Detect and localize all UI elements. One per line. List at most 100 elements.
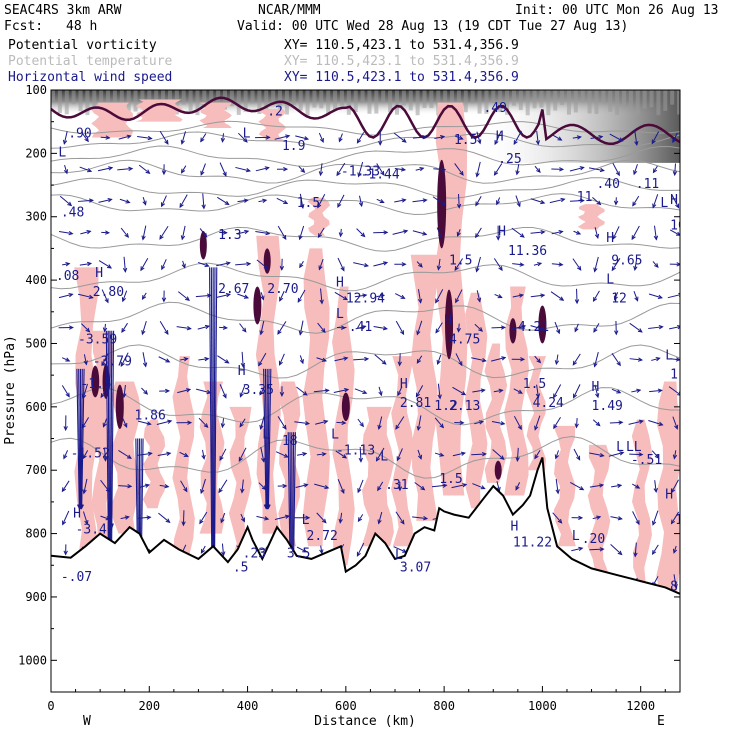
wind-arrow bbox=[196, 388, 211, 394]
stratosphere-streak bbox=[119, 90, 124, 107]
stratosphere-streak bbox=[525, 90, 530, 116]
wind-arrowhead bbox=[442, 483, 448, 488]
wind-arrowhead bbox=[611, 266, 616, 272]
wind-arrowhead bbox=[161, 170, 167, 176]
wind-arrow bbox=[295, 135, 309, 140]
wind-arrow bbox=[530, 231, 545, 234]
wind-arrow bbox=[572, 136, 581, 139]
stratosphere-streak bbox=[305, 90, 310, 116]
wind-arrowhead bbox=[572, 360, 577, 366]
wind-arrowhead bbox=[475, 233, 480, 239]
wind-arrowhead bbox=[576, 455, 581, 461]
wind-arrow bbox=[318, 132, 324, 143]
wind-arrow bbox=[373, 326, 387, 330]
wind-arrow bbox=[511, 227, 525, 238]
wind-arrow bbox=[534, 355, 541, 363]
field-annotation: L bbox=[243, 127, 251, 142]
wind-arrowhead bbox=[636, 388, 642, 393]
wind-arrowhead bbox=[141, 294, 147, 301]
wind-arrow bbox=[396, 448, 403, 461]
wind-arrowhead bbox=[101, 361, 106, 367]
wind-arrow bbox=[176, 326, 191, 330]
wind-arrowhead bbox=[244, 229, 250, 235]
wind-arrow bbox=[611, 484, 622, 488]
wind-arrow bbox=[574, 323, 579, 332]
wind-arrowhead bbox=[240, 517, 245, 523]
wind-arrowhead bbox=[383, 230, 389, 235]
wind-arrowhead bbox=[262, 198, 268, 203]
wind-arrowhead bbox=[277, 329, 282, 335]
wind-arrowhead bbox=[282, 424, 287, 430]
wind-arrow bbox=[648, 293, 662, 299]
wind-arrowhead bbox=[618, 420, 624, 425]
stratosphere-streak bbox=[271, 90, 276, 103]
field-annotation: L bbox=[58, 146, 66, 161]
y-tick-label: 500 bbox=[25, 336, 47, 350]
wind-arrowhead bbox=[481, 358, 487, 363]
wind-arrowhead bbox=[673, 583, 678, 590]
field-annotation: -1.52 bbox=[71, 447, 110, 462]
field-annotation: 2.81 bbox=[400, 396, 431, 411]
wind-arrow bbox=[476, 290, 481, 302]
field-annotation: H bbox=[444, 313, 452, 328]
field-annotation: 2.67 bbox=[218, 282, 249, 297]
field-annotation: .20 bbox=[582, 532, 605, 547]
wind-arrowhead bbox=[478, 420, 484, 425]
wind-arrow bbox=[98, 198, 112, 203]
pv-fill-region bbox=[302, 248, 330, 547]
wind-arrowhead bbox=[578, 515, 584, 520]
field-annotation: 1.9 bbox=[670, 367, 693, 382]
wind-arrow bbox=[198, 358, 209, 361]
y-tick-label: 400 bbox=[25, 273, 47, 287]
wind-arrowhead bbox=[87, 168, 93, 173]
wind-arrowhead bbox=[206, 293, 212, 298]
wind-arrowhead bbox=[224, 359, 230, 364]
stratosphere-streak bbox=[243, 90, 248, 112]
wind-arrowhead bbox=[121, 297, 126, 303]
wind-arrow bbox=[671, 194, 679, 208]
x-tick-label: 0 bbox=[47, 699, 54, 713]
stratosphere-streak bbox=[450, 90, 455, 106]
wind-arrow bbox=[454, 135, 463, 140]
wind-arrowhead bbox=[520, 357, 526, 362]
wind-arrowhead bbox=[357, 488, 362, 494]
wind-arrow bbox=[118, 450, 132, 459]
wind-arrowhead bbox=[439, 452, 445, 457]
wind-arrow bbox=[629, 358, 642, 361]
wind-arrowhead bbox=[324, 484, 330, 490]
wind-arrowhead bbox=[239, 422, 244, 428]
wind-arrow bbox=[299, 193, 304, 208]
field-annotation: 8.74 bbox=[670, 580, 701, 595]
wind-arrowhead bbox=[259, 330, 264, 336]
stratosphere-streak bbox=[594, 90, 599, 114]
wind-arrow bbox=[179, 358, 188, 361]
stratosphere-streak bbox=[181, 90, 186, 105]
wind-arrowhead bbox=[166, 451, 172, 456]
field-annotation: 1.2 bbox=[434, 399, 457, 414]
wind-arrow bbox=[412, 136, 427, 139]
wind-arrow bbox=[534, 165, 541, 173]
wind-arrowhead bbox=[422, 231, 428, 236]
stratosphere-streak bbox=[140, 90, 145, 104]
field-annotation: 1.3 bbox=[218, 228, 241, 243]
wind-arrowhead bbox=[676, 262, 680, 267]
wind-arrow bbox=[357, 132, 365, 143]
wind-arrowhead bbox=[618, 137, 624, 142]
wind-arrow bbox=[594, 256, 599, 272]
wind-arrow bbox=[61, 385, 70, 397]
wind-arrow bbox=[82, 450, 89, 459]
wind-arrowhead bbox=[521, 324, 527, 329]
wind-arrowhead bbox=[302, 548, 308, 553]
wind-arrow bbox=[237, 132, 248, 143]
wind-arrowhead bbox=[441, 167, 447, 172]
pv-fill-region bbox=[332, 286, 355, 566]
wind-arrow bbox=[494, 293, 502, 298]
wind-arrowhead bbox=[108, 166, 114, 171]
wind-arrow bbox=[317, 227, 325, 238]
wind-arrowhead bbox=[537, 262, 543, 267]
wind-arrow bbox=[589, 167, 604, 172]
wind-arrowhead bbox=[558, 229, 564, 235]
wind-arrowhead bbox=[593, 327, 598, 333]
stratosphere-streak bbox=[312, 90, 317, 108]
wind-arrow bbox=[258, 352, 267, 366]
